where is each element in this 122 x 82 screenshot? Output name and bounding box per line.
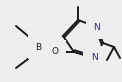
Text: N: N xyxy=(91,53,97,62)
Text: O: O xyxy=(51,47,59,56)
Text: N: N xyxy=(94,22,100,31)
Text: B: B xyxy=(35,42,41,51)
